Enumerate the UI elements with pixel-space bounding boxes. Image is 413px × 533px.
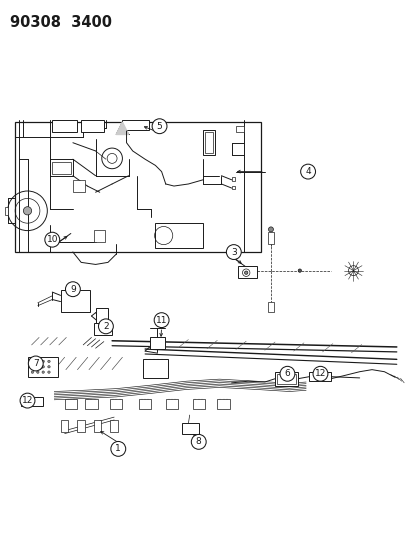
Circle shape [191, 434, 206, 449]
Circle shape [36, 366, 39, 368]
Text: 12: 12 [22, 396, 33, 405]
Bar [182, 423, 198, 434]
Bar [64, 399, 77, 409]
Circle shape [300, 164, 315, 179]
Circle shape [42, 371, 44, 373]
Bar [27, 357, 58, 377]
Circle shape [268, 227, 273, 232]
Bar [122, 120, 149, 131]
Bar [93, 230, 105, 242]
Bar [52, 120, 77, 132]
Bar [85, 399, 97, 409]
Bar [274, 372, 297, 386]
Circle shape [47, 371, 50, 373]
Bar [155, 223, 202, 248]
Bar [21, 397, 43, 406]
Bar [309, 372, 330, 381]
Circle shape [42, 366, 44, 368]
Bar [77, 420, 85, 432]
Bar [110, 420, 118, 432]
Circle shape [20, 393, 35, 408]
Text: 9: 9 [70, 285, 76, 294]
Bar [95, 308, 108, 324]
Bar [276, 374, 295, 384]
Bar [61, 420, 68, 432]
Circle shape [297, 269, 301, 272]
Circle shape [31, 360, 33, 362]
Circle shape [36, 371, 39, 373]
Circle shape [45, 232, 59, 247]
Bar [139, 399, 151, 409]
Bar [52, 162, 71, 174]
Circle shape [31, 366, 33, 368]
Bar [268, 232, 273, 244]
Bar [165, 399, 178, 409]
Text: 7: 7 [33, 359, 38, 368]
Circle shape [226, 245, 241, 260]
Text: 10: 10 [46, 235, 58, 244]
Text: 3: 3 [230, 247, 236, 256]
Bar [217, 399, 229, 409]
Bar [150, 337, 164, 349]
Bar [268, 302, 273, 312]
Text: 2: 2 [103, 322, 109, 331]
Text: 8: 8 [195, 438, 201, 446]
Text: 11: 11 [155, 316, 167, 325]
Circle shape [65, 282, 80, 297]
Circle shape [279, 366, 294, 381]
Bar [231, 177, 235, 181]
Circle shape [244, 271, 247, 274]
Text: 12: 12 [314, 369, 325, 378]
Bar [202, 131, 215, 155]
Circle shape [28, 356, 43, 371]
Bar [73, 180, 85, 192]
Circle shape [98, 319, 113, 334]
Bar [231, 185, 235, 189]
Circle shape [47, 360, 50, 362]
Bar [204, 132, 213, 153]
Bar [60, 290, 90, 312]
Bar [15, 122, 260, 252]
Text: 5: 5 [156, 122, 162, 131]
Text: 1: 1 [115, 445, 121, 454]
Circle shape [31, 371, 33, 373]
Circle shape [154, 313, 169, 328]
Bar [93, 323, 112, 335]
Bar [81, 120, 104, 132]
Bar [94, 420, 101, 432]
Circle shape [36, 360, 39, 362]
Bar [192, 399, 204, 409]
Text: 90308  3400: 90308 3400 [10, 15, 112, 30]
Polygon shape [116, 122, 128, 134]
Circle shape [42, 360, 44, 362]
Circle shape [111, 441, 126, 456]
Text: 6: 6 [284, 369, 290, 378]
Circle shape [23, 207, 31, 215]
Bar [235, 126, 244, 132]
Bar [5, 207, 8, 215]
Circle shape [312, 366, 327, 381]
Bar [110, 399, 122, 409]
Circle shape [47, 366, 50, 368]
Bar [143, 359, 167, 378]
Text: 4: 4 [304, 167, 310, 176]
Bar [237, 265, 256, 278]
Circle shape [152, 119, 166, 134]
